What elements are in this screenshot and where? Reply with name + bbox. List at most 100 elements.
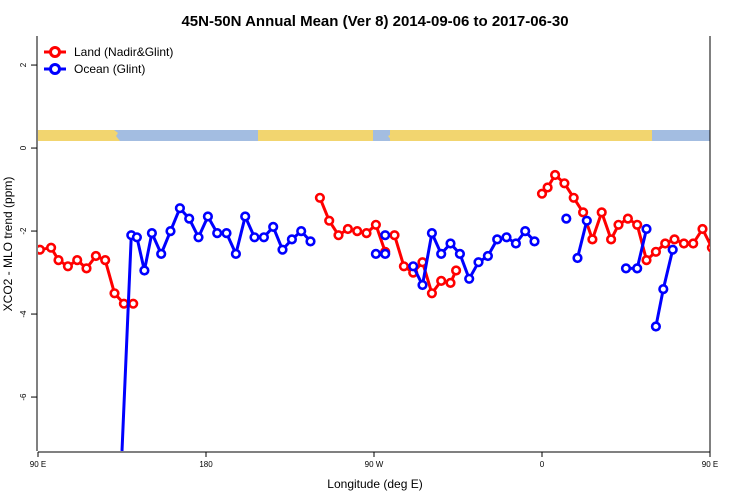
legend-ocean-marker <box>49 63 61 75</box>
land-point-8 <box>109 288 120 299</box>
land-point-26 <box>436 275 447 287</box>
land-point-38 <box>605 234 617 245</box>
x-axis-label: Longitude (deg E) <box>327 477 422 491</box>
land-point-52 <box>736 263 744 271</box>
ocean-point-24 <box>380 248 391 259</box>
ocean-point-10 <box>202 211 213 222</box>
land-point-17 <box>361 228 372 239</box>
ocean-point-3 <box>139 265 150 276</box>
ocean-band <box>38 130 710 141</box>
land-point-27 <box>445 277 456 289</box>
land-point-16 <box>352 226 363 237</box>
ocean-point-43 <box>561 213 572 224</box>
ocean-point-31 <box>436 248 447 259</box>
land-point-31 <box>542 182 553 193</box>
ocean-point-28 <box>408 261 419 272</box>
ocean-point-40 <box>520 226 531 237</box>
x-tick-label-1: 180 <box>199 460 213 469</box>
y-tick-label-2: -2 <box>19 227 28 235</box>
ocean-point-15 <box>249 232 260 243</box>
ocean-point-45 <box>572 252 583 264</box>
ocean-point-52 <box>650 321 662 332</box>
land-point-6 <box>90 250 101 262</box>
land-point-3 <box>62 261 73 272</box>
ocean-point-8 <box>184 213 195 224</box>
ocean-point-17 <box>268 221 279 232</box>
land-point-49 <box>706 242 710 253</box>
x-tick-label-0: 90 E <box>30 460 46 469</box>
legend-land-label: Land (Nadir&Glint) <box>74 45 173 59</box>
land-point-44 <box>660 238 671 249</box>
ocean-point-7 <box>174 203 185 214</box>
land-point-12 <box>314 192 326 203</box>
ocean-point-50 <box>641 223 652 235</box>
ocean-point-29 <box>417 279 428 291</box>
land-point-34 <box>568 192 579 203</box>
ocean-point-13 <box>230 248 241 259</box>
ocean-point-20 <box>296 226 307 237</box>
ocean-point-2 <box>131 232 142 243</box>
land-point-37 <box>596 207 607 218</box>
x-tick-label-2: 90 W <box>365 460 384 469</box>
ocean-point-35 <box>473 257 484 268</box>
y-tick-label-1: 0 <box>19 145 28 150</box>
land-point-48 <box>697 223 708 235</box>
legend: Land (Nadir&Glint) Ocean (Glint) <box>44 45 173 76</box>
x-axis: 90 E 180 90 W 0 90 E <box>30 451 718 469</box>
land-point-33 <box>559 178 570 189</box>
legend-ocean-label: Ocean (Glint) <box>74 62 145 76</box>
land-point-21 <box>389 230 400 241</box>
land-point-36 <box>587 234 598 245</box>
legend-land-marker <box>49 46 61 58</box>
land-point-46 <box>678 238 690 249</box>
land-point-25 <box>426 288 438 299</box>
land-point-10 <box>128 298 139 309</box>
ocean-point-33 <box>454 248 466 259</box>
ocean-point-6 <box>165 226 176 237</box>
land-point-45 <box>669 234 680 245</box>
ocean-point-46 <box>581 215 592 226</box>
land-point-13 <box>324 215 335 226</box>
y-axis-label: XCO2 - MLO trend (ppm) <box>1 177 15 312</box>
land-point-4 <box>72 255 83 266</box>
land-point-51 <box>727 254 735 262</box>
y-tick-label-3: -4 <box>19 310 28 318</box>
land-series-line-0 <box>39 246 134 306</box>
ocean-point-26 <box>380 230 391 241</box>
land-point-30 <box>536 188 548 199</box>
ocean-point-12 <box>221 228 232 239</box>
land-point-15 <box>342 223 354 235</box>
land-band-america <box>258 130 373 141</box>
ocean-point-38 <box>501 232 512 243</box>
ocean-series-line-5 <box>576 220 589 259</box>
land-ocean-strip <box>38 130 710 141</box>
land-edge-europe <box>388 130 398 141</box>
ocean-point-34 <box>464 273 475 284</box>
land-point-1 <box>45 242 57 253</box>
ocean-point-16 <box>258 232 270 243</box>
land-point-0 <box>38 244 45 255</box>
land-point-53 <box>745 254 750 262</box>
y-tick-label-4: -6 <box>19 393 28 401</box>
ocean-point-53 <box>658 284 669 295</box>
series-layer <box>38 169 750 451</box>
land-point-5 <box>81 263 92 274</box>
x-tick-label-4: 90 E <box>702 460 718 469</box>
ocean-point-19 <box>286 234 298 245</box>
ocean-point-36 <box>482 250 494 262</box>
land-point-14 <box>333 230 344 241</box>
ocean-point-5 <box>156 248 167 259</box>
land-point-47 <box>688 238 699 249</box>
ocean-point-30 <box>426 228 438 239</box>
ocean-point-23 <box>370 248 382 259</box>
y-tick-label-0: 2 <box>19 62 28 67</box>
land-point-2 <box>53 255 64 266</box>
ocean-point-4 <box>146 228 157 239</box>
land-point-7 <box>100 255 111 266</box>
land-point-39 <box>613 219 624 230</box>
land-point-32 <box>549 169 561 181</box>
ocean-point-37 <box>492 234 503 245</box>
land-point-42 <box>641 255 652 266</box>
land-point-40 <box>622 213 634 224</box>
